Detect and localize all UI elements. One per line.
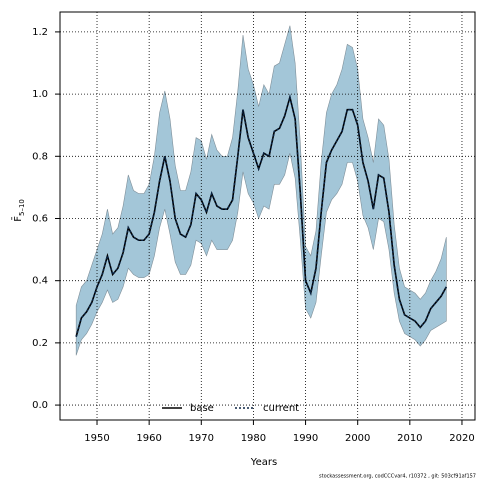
x-tick-label: 2010 (397, 433, 422, 444)
legend-label: current (263, 403, 299, 414)
x-axis-label: Years (250, 457, 277, 468)
y-tick-label: 0.4 (32, 276, 48, 287)
footnote: stockassessment.org, codCCCvar4, r10372 … (319, 474, 476, 480)
x-tick-label: 2000 (345, 433, 370, 444)
y-axis-label: F̄ 5–10 (11, 199, 26, 222)
confidence-band (75, 25, 447, 356)
y-tick-label: 0.2 (32, 338, 48, 349)
x-tick-label: 1990 (293, 433, 318, 444)
plot-frame (59, 11, 476, 421)
x-tick-label: 1950 (84, 433, 109, 444)
y-label-subscript: 5–10 (18, 199, 26, 216)
x-tick-label: 2020 (449, 433, 474, 444)
x-tick-label: 1960 (136, 433, 161, 444)
x-tick-label: 1980 (241, 433, 266, 444)
legend-label: base (190, 403, 214, 414)
y-tick-label: 0.8 (32, 151, 48, 162)
y-tick-label: 1.2 (32, 27, 48, 38)
y-label-symbol: F̄ (11, 216, 24, 222)
y-tick-label: 1.0 (32, 89, 48, 100)
series-line (75, 94, 448, 337)
x-tick-label: 1970 (189, 433, 214, 444)
y-tick-label: 0.0 (32, 400, 48, 411)
y-tick-label: 0.6 (32, 213, 48, 224)
